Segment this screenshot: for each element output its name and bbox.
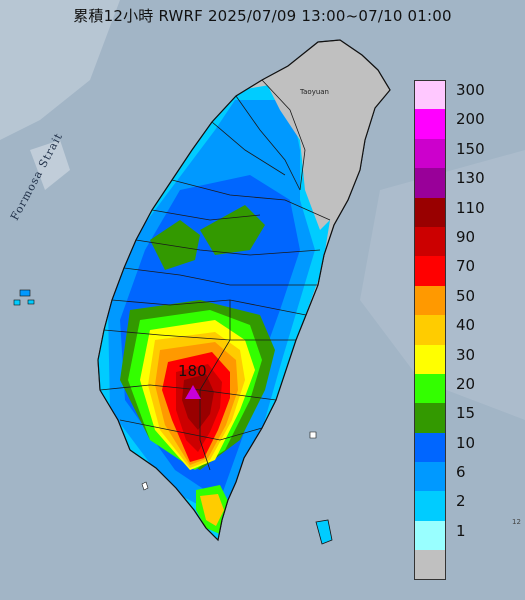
legend-swatch bbox=[414, 197, 446, 227]
peak-value-label: 180 bbox=[178, 362, 207, 380]
legend-swatch bbox=[414, 462, 446, 492]
coastline bbox=[97, 39, 391, 542]
legend-swatch bbox=[414, 550, 446, 580]
legend-label: 150 bbox=[456, 139, 485, 158]
legend-label: 6 bbox=[456, 463, 466, 482]
legend-label: 30 bbox=[456, 345, 476, 364]
legend-swatch bbox=[414, 344, 446, 374]
legend-swatch bbox=[414, 403, 446, 433]
legend-swatch bbox=[414, 491, 446, 521]
legend-label: 2 bbox=[456, 492, 466, 511]
legend-swatch bbox=[414, 256, 446, 286]
county-boundaries bbox=[99, 79, 331, 471]
legend-label: 110 bbox=[456, 198, 485, 217]
legend-swatch bbox=[414, 432, 446, 463]
legend-row: 20 bbox=[414, 373, 510, 404]
peak-triangle-icon bbox=[185, 385, 201, 399]
legend-row: 6 bbox=[414, 462, 510, 492]
legend-swatch bbox=[414, 226, 446, 257]
legend-row: 150 bbox=[414, 138, 510, 169]
legend-label: 90 bbox=[456, 227, 476, 246]
legend-row bbox=[414, 550, 510, 580]
legend-row: 30 bbox=[414, 344, 510, 374]
edge-label: 12 bbox=[512, 518, 521, 526]
legend-row: 10 bbox=[414, 432, 510, 463]
legend-swatch bbox=[414, 138, 446, 169]
legend-row: 130 bbox=[414, 168, 510, 198]
legend-swatch bbox=[414, 285, 446, 316]
legend-label: 50 bbox=[456, 286, 476, 305]
legend-label: 300 bbox=[456, 81, 485, 99]
legend-label: 20 bbox=[456, 374, 476, 393]
legend-label: 1 bbox=[456, 521, 466, 540]
legend-row: 200 bbox=[414, 109, 510, 139]
legend-label: 40 bbox=[456, 316, 476, 335]
legend-label: 70 bbox=[456, 257, 476, 276]
legend-row: 1 bbox=[414, 520, 510, 551]
legend-row: 90 bbox=[414, 226, 510, 257]
map-title: 累積12小時 RWRF 2025/07/09 13:00~07/10 01:00 bbox=[73, 7, 452, 25]
city-label: Taoyuan bbox=[300, 88, 329, 96]
color-legend: 300 200 150 130 110 90 70 50 40 30 20 15 10 6 2 1 bbox=[414, 80, 510, 580]
legend-label: 15 bbox=[456, 404, 476, 423]
legend-row: 2 bbox=[414, 491, 510, 521]
legend-swatch bbox=[414, 80, 446, 110]
legend-swatch bbox=[414, 168, 446, 198]
legend-row: 40 bbox=[414, 315, 510, 345]
legend-swatch bbox=[414, 520, 446, 551]
legend-row: 50 bbox=[414, 285, 510, 316]
legend-row: 15 bbox=[414, 403, 510, 433]
legend-label: 200 bbox=[456, 110, 485, 129]
legend-swatch bbox=[414, 109, 446, 139]
legend-row: 300 bbox=[414, 80, 510, 110]
legend-row: 110 bbox=[414, 197, 510, 227]
outlying-islands bbox=[13, 289, 333, 545]
legend-label: 10 bbox=[456, 433, 476, 452]
legend-swatch bbox=[414, 373, 446, 404]
legend-swatch bbox=[414, 315, 446, 345]
legend-row: 70 bbox=[414, 256, 510, 286]
legend-label: 130 bbox=[456, 169, 485, 188]
